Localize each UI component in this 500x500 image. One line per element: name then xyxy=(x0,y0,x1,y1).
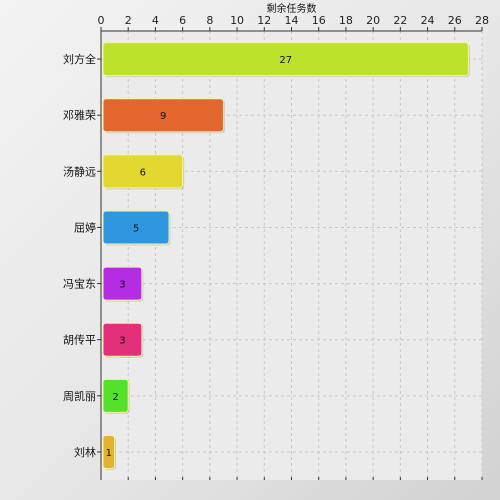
y-tick-label: 邓雅荣 xyxy=(63,108,96,122)
x-tick-label: 12 xyxy=(257,14,271,27)
data-label: 5 xyxy=(133,223,139,234)
y-tick-label: 刘林 xyxy=(74,445,96,459)
x-tick-label: 14 xyxy=(285,14,299,27)
data-label: 27 xyxy=(279,55,292,66)
x-tick-label: 26 xyxy=(448,14,462,27)
data-label: 2 xyxy=(112,392,118,403)
bar xyxy=(102,210,170,245)
x-tick-label: 24 xyxy=(421,14,435,27)
data-label: 1 xyxy=(106,448,112,459)
data-label: 3 xyxy=(119,280,125,291)
y-tick-label: 屈婷 xyxy=(74,220,96,234)
bar xyxy=(102,154,184,189)
data-label: 6 xyxy=(140,167,146,178)
y-tick-label: 刘方全 xyxy=(63,52,96,66)
data-label: 9 xyxy=(160,111,166,122)
bar xyxy=(102,42,469,77)
x-tick-label: 10 xyxy=(230,14,244,27)
y-tick-label: 冯宝东 xyxy=(63,277,96,291)
bar xyxy=(102,434,116,469)
x-axis-title: 剩余任务数 xyxy=(267,2,317,15)
bar xyxy=(102,98,224,133)
data-label: 3 xyxy=(119,336,125,347)
x-tick-label: 2 xyxy=(125,14,132,27)
x-tick-label: 18 xyxy=(339,14,353,27)
bar xyxy=(102,378,129,413)
y-tick-label: 汤静远 xyxy=(63,164,96,178)
axes: 0 2 4 6 8 10 12 14 16 18 20 22 24 26 28刘方全邓雅荣汤静远屈婷冯宝东胡… xyxy=(63,14,489,480)
y-tick-label: 周凯丽 xyxy=(63,390,96,403)
bars: 27 9 6 5 3 3 2 1 xyxy=(102,42,470,470)
x-tick-label: 20 xyxy=(366,14,380,27)
x-tick-label: 8 xyxy=(206,14,213,27)
x-tick-label: 6 xyxy=(179,14,186,27)
x-tick-label: 28 xyxy=(475,14,489,27)
bar xyxy=(102,322,143,357)
x-tick-label: 16 xyxy=(312,14,326,27)
x-tick-label: 0 xyxy=(98,14,105,27)
x-tick-label: 22 xyxy=(393,14,407,27)
x-tick-label: 4 xyxy=(152,14,159,27)
bar xyxy=(102,266,143,301)
y-tick-label: 胡传平 xyxy=(63,333,96,347)
